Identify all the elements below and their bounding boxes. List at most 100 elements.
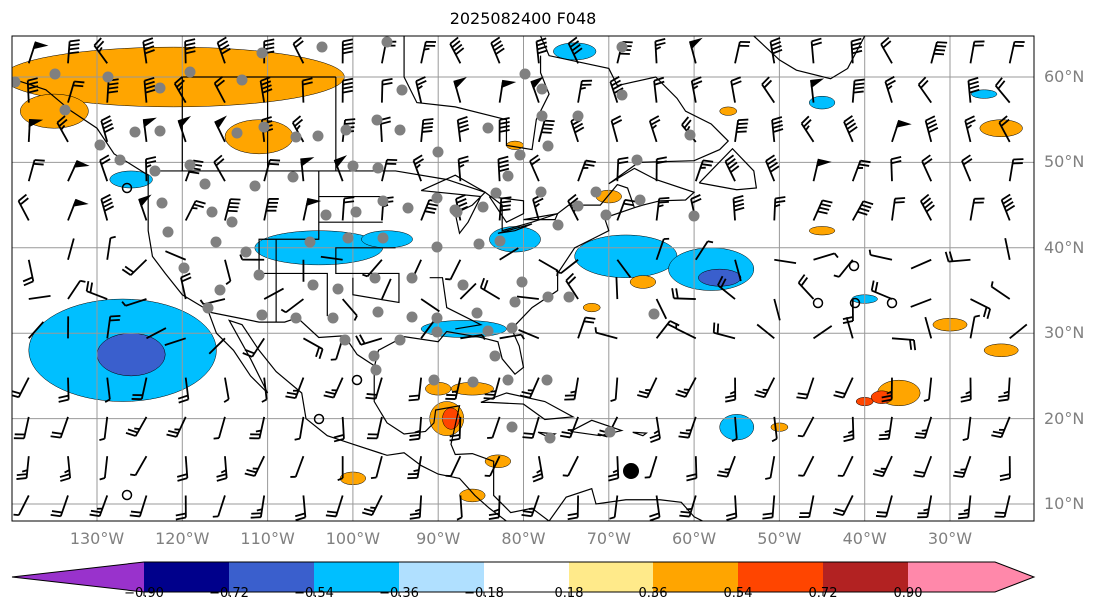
wind-barb bbox=[655, 298, 668, 320]
station-dot bbox=[541, 374, 553, 386]
station-dot bbox=[396, 84, 408, 96]
wind-barb bbox=[769, 37, 783, 64]
wind-barb bbox=[724, 154, 740, 182]
wind-barb bbox=[457, 155, 469, 182]
colorbar-extend-low bbox=[12, 562, 144, 592]
wind-barb bbox=[498, 79, 517, 103]
wind-barb bbox=[106, 314, 121, 339]
wind-barb bbox=[532, 456, 544, 483]
wind-barb bbox=[799, 495, 815, 518]
wind-barb bbox=[655, 156, 667, 182]
wind-barb bbox=[166, 416, 187, 438]
station-dot bbox=[489, 350, 501, 362]
wind-barb bbox=[261, 377, 268, 403]
wind-barb bbox=[962, 416, 972, 442]
station-dot bbox=[316, 41, 328, 53]
station-dot bbox=[226, 216, 238, 228]
lat-label: 50°N bbox=[1044, 152, 1085, 172]
station-dot bbox=[494, 235, 506, 247]
wind-barb bbox=[843, 115, 858, 143]
wind-barb bbox=[615, 277, 619, 300]
wind-barb bbox=[199, 298, 226, 306]
station-dot bbox=[256, 47, 268, 59]
station-dot bbox=[231, 127, 243, 139]
wind-barb bbox=[263, 287, 284, 300]
station-dot bbox=[431, 241, 443, 253]
wind-barb bbox=[833, 377, 854, 399]
wind-barb bbox=[565, 272, 579, 300]
wind-barb bbox=[294, 495, 307, 521]
wind-barb bbox=[449, 416, 462, 442]
wind-barb bbox=[851, 200, 874, 221]
wind-barb bbox=[333, 155, 348, 182]
colorbar-segment bbox=[484, 562, 569, 592]
wind-barb bbox=[176, 456, 189, 482]
station-dot bbox=[536, 83, 548, 95]
station-dot bbox=[368, 350, 380, 362]
wind-barb bbox=[67, 39, 80, 64]
wind-barb bbox=[813, 252, 839, 261]
wind-barb bbox=[381, 77, 393, 103]
wind-barb bbox=[924, 316, 933, 339]
station-dot bbox=[536, 110, 548, 122]
station-dot bbox=[236, 74, 248, 86]
wind-barb bbox=[93, 37, 108, 64]
wind-barb bbox=[487, 416, 501, 439]
lat-label: 30°N bbox=[1044, 323, 1085, 343]
wind-barb bbox=[850, 37, 863, 64]
station-dot bbox=[154, 82, 166, 94]
wind-barb bbox=[562, 455, 579, 477]
wind-barb bbox=[67, 160, 90, 182]
wind-barb bbox=[106, 235, 116, 260]
wind-barb bbox=[917, 76, 932, 104]
wind-barb bbox=[323, 377, 344, 399]
wind-barb bbox=[678, 416, 697, 439]
lon-label: 100°W bbox=[325, 529, 381, 548]
wind-barb bbox=[294, 416, 305, 441]
wind-barb bbox=[671, 288, 696, 300]
wind-barb bbox=[878, 416, 893, 441]
station-dot bbox=[600, 209, 612, 221]
wind-barb bbox=[13, 416, 30, 440]
wind-barb bbox=[27, 41, 49, 64]
wind-barb bbox=[730, 76, 742, 103]
station-dot bbox=[631, 154, 643, 166]
wind-barb bbox=[484, 455, 501, 477]
colorbar-segment bbox=[569, 562, 653, 592]
wind-barb bbox=[843, 416, 855, 443]
station-dot bbox=[114, 154, 126, 166]
wind-barb bbox=[695, 240, 714, 261]
wind-barb bbox=[67, 198, 89, 221]
lon-label: 30°W bbox=[927, 529, 973, 548]
station-dot bbox=[156, 197, 168, 209]
wind-barb bbox=[518, 329, 540, 340]
station-dot bbox=[457, 279, 469, 291]
wind-barb bbox=[453, 76, 467, 103]
wind-barb bbox=[756, 323, 775, 340]
wind-barb bbox=[964, 115, 976, 143]
wind-barb bbox=[216, 36, 231, 64]
wind-barb bbox=[910, 258, 932, 270]
wind-barb bbox=[280, 298, 304, 314]
lat-label: 20°N bbox=[1044, 408, 1085, 428]
station-dot bbox=[431, 192, 443, 204]
wind-barb bbox=[717, 275, 736, 300]
wind-barb bbox=[944, 251, 971, 263]
wind-barb bbox=[337, 456, 344, 482]
wind-barb bbox=[259, 76, 273, 103]
lon-label: 120°W bbox=[155, 529, 210, 548]
wind-barb bbox=[812, 158, 832, 182]
wind-barb bbox=[991, 416, 1011, 439]
station-dot bbox=[202, 302, 214, 314]
wind-barb bbox=[891, 337, 917, 351]
wind-barb bbox=[726, 495, 738, 521]
lon-label: 50°W bbox=[757, 529, 802, 548]
wind-barb bbox=[67, 80, 85, 103]
station-dot bbox=[471, 307, 483, 319]
wind-barb bbox=[341, 38, 354, 64]
coastline bbox=[429, 277, 483, 330]
station-dot bbox=[552, 219, 564, 231]
station-dot bbox=[394, 124, 406, 136]
wind-barb bbox=[142, 37, 155, 64]
wind-barb bbox=[138, 194, 152, 221]
